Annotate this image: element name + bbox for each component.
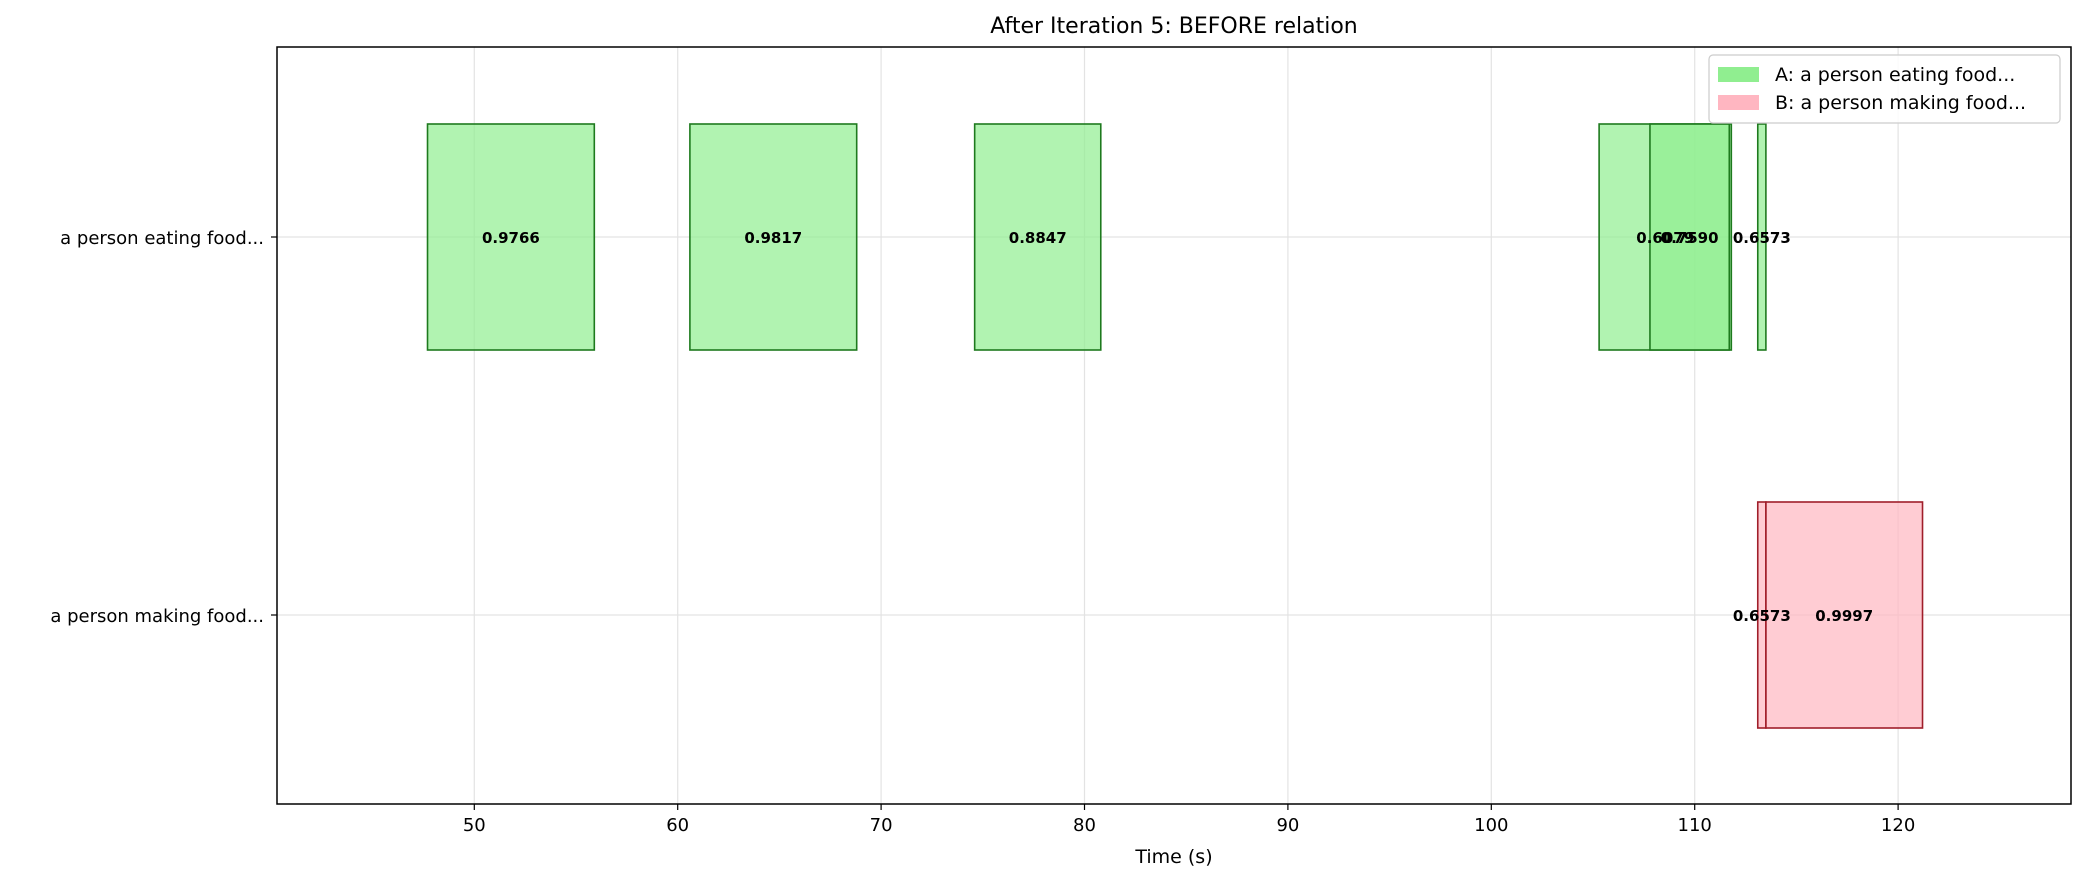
interval-bar [973, 123, 1102, 351]
x-tick-label: 120 [1881, 815, 1915, 836]
interval-bar [426, 123, 596, 351]
interval-score-label: 0.7590 [1661, 229, 1719, 247]
legend-swatch [1718, 67, 1759, 82]
y-tick-label: a person eating food... [60, 228, 264, 249]
plot-area-frame [276, 46, 2072, 805]
interval-score-label: 0.6573 [1733, 229, 1791, 247]
legend-label: B: a person making food... [1775, 92, 2026, 114]
legend: A: a person eating food... B: a person ma… [1708, 54, 2061, 124]
interval-score-label: 0.6079 [1636, 229, 1694, 247]
x-tick-label: 60 [666, 815, 689, 836]
interval-bar [1649, 123, 1731, 351]
y-tick-label: a person making food... [50, 606, 264, 627]
interval-bar [689, 123, 858, 351]
interval-score-label: 0.8847 [1009, 229, 1067, 247]
legend-box [1708, 54, 2061, 124]
x-tick-label: 110 [1678, 815, 1712, 836]
interval-score-label: 0.6573 [1733, 607, 1791, 625]
x-tick-label: 70 [870, 815, 893, 836]
legend-swatch [1718, 95, 1759, 110]
x-tick-label: 100 [1474, 815, 1508, 836]
bars [426, 123, 1924, 729]
x-tick-label: 90 [1276, 815, 1299, 836]
interval-bar [1756, 123, 1767, 351]
chart-title: After Iteration 5: BEFORE relation [990, 14, 1358, 39]
x-axis-label: Time (s) [1134, 846, 1212, 868]
axis-ticks: 50 60 70 80 90 100 110 120 a person eating food.… [50, 228, 1915, 836]
x-tick-label: 80 [1073, 815, 1096, 836]
x-tick-label: 50 [463, 815, 486, 836]
interval-bar [1765, 501, 1924, 729]
interval-score-label: 0.9766 [482, 229, 540, 247]
interval-score-label: 0.9817 [744, 229, 802, 247]
legend-label: A: a person eating food... [1775, 64, 2015, 86]
interval-score-label: 0.9997 [1815, 607, 1873, 625]
